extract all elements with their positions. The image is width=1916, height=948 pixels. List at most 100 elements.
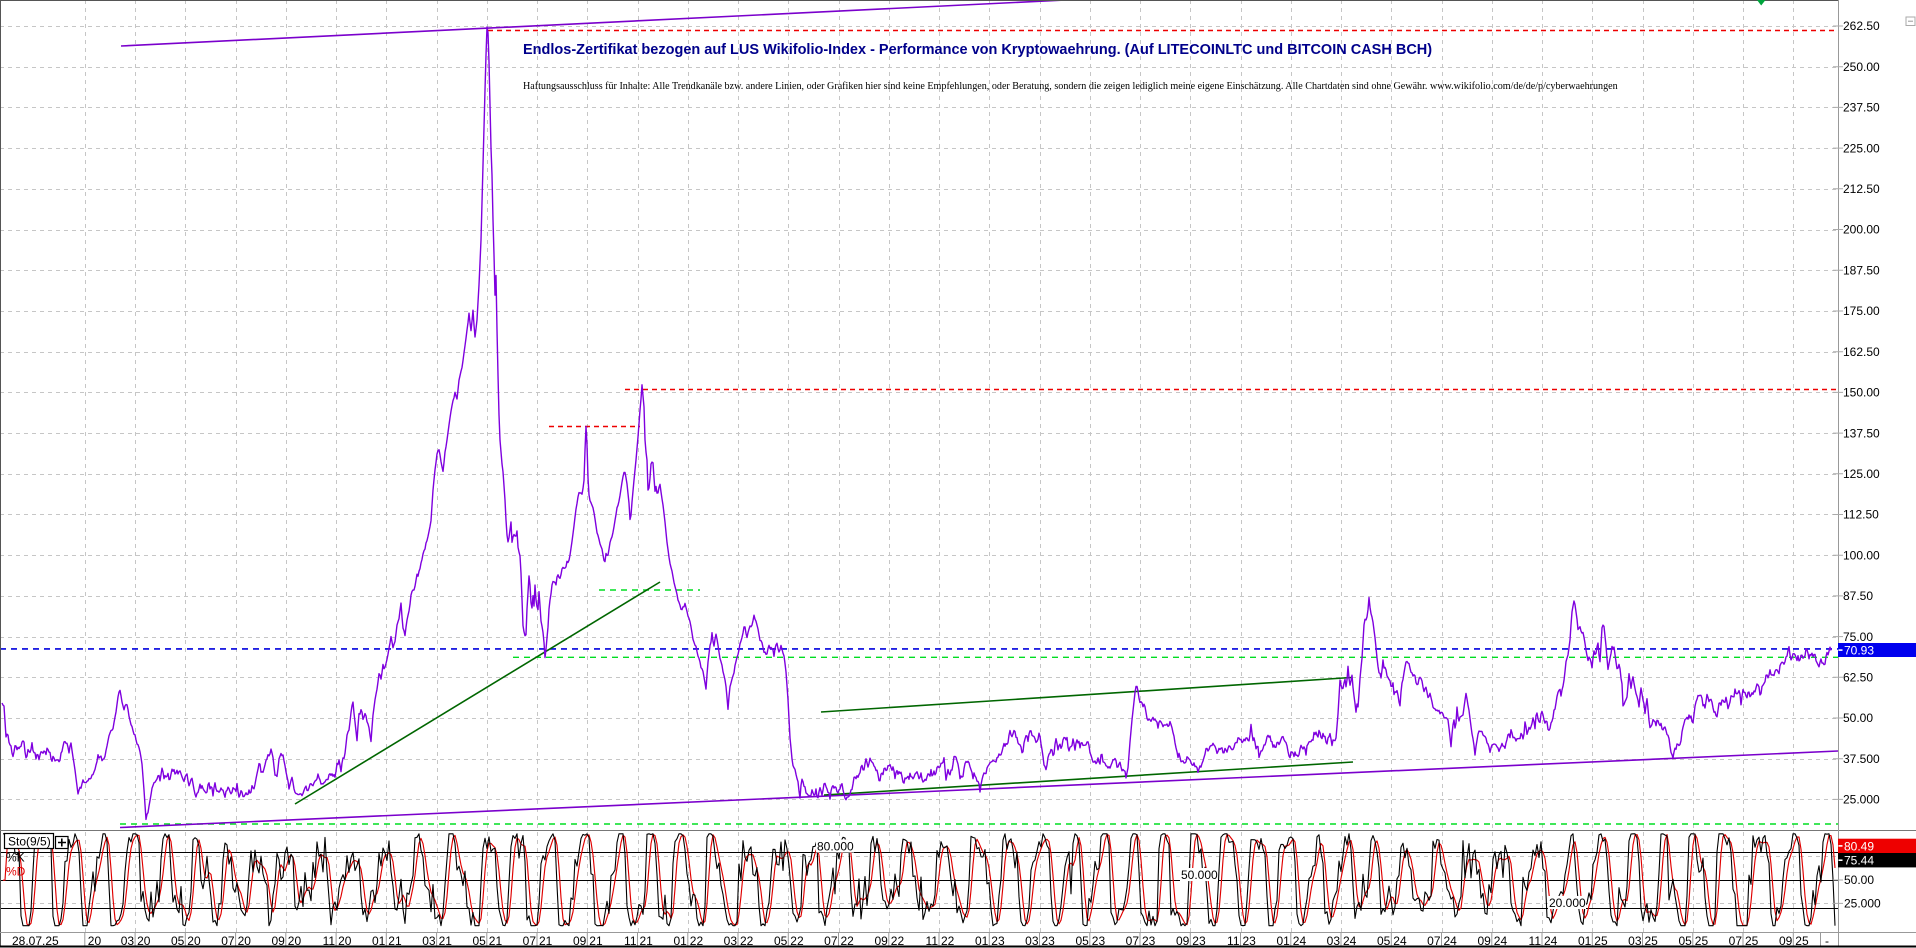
svg-text:25: 25 xyxy=(1795,934,1809,948)
svg-text:21: 21 xyxy=(388,934,402,948)
svg-text:03: 03 xyxy=(1025,934,1039,948)
svg-text:162.50: 162.50 xyxy=(1843,345,1880,359)
svg-text:03: 03 xyxy=(422,934,436,948)
svg-text:05: 05 xyxy=(171,934,185,948)
svg-text:24: 24 xyxy=(1444,934,1458,948)
svg-text:24: 24 xyxy=(1544,934,1558,948)
svg-text:24: 24 xyxy=(1494,934,1508,948)
svg-text:125.00: 125.00 xyxy=(1843,467,1880,481)
svg-text:23: 23 xyxy=(1243,934,1257,948)
svg-text:70.93: 70.93 xyxy=(1844,643,1874,657)
svg-text:20: 20 xyxy=(88,934,102,948)
svg-text:25.000: 25.000 xyxy=(1843,793,1880,807)
svg-text:20: 20 xyxy=(288,934,302,948)
svg-text:09: 09 xyxy=(874,934,888,948)
svg-text:28.07.25: 28.07.25 xyxy=(12,934,59,948)
svg-text:20.000: 20.000 xyxy=(1549,896,1586,910)
svg-text:20: 20 xyxy=(238,934,252,948)
svg-text:23: 23 xyxy=(1042,934,1056,948)
svg-text:100.00: 100.00 xyxy=(1843,548,1880,562)
svg-text:237.50: 237.50 xyxy=(1843,101,1880,115)
svg-text:80.49: 80.49 xyxy=(1844,839,1874,853)
svg-text:22: 22 xyxy=(790,934,804,948)
svg-text:22: 22 xyxy=(941,934,955,948)
svg-text:Haftungsausschluss für Inhalte: Haftungsausschluss für Inhalte: Alle Tre… xyxy=(523,81,1618,92)
svg-text:23: 23 xyxy=(991,934,1005,948)
svg-text:07: 07 xyxy=(1427,934,1441,948)
svg-text:21: 21 xyxy=(640,934,654,948)
svg-text:62.50: 62.50 xyxy=(1843,671,1873,685)
svg-text:11: 11 xyxy=(1529,934,1542,948)
svg-text:21: 21 xyxy=(489,934,503,948)
svg-text:01: 01 xyxy=(1276,934,1290,948)
svg-text:01: 01 xyxy=(1578,934,1592,948)
svg-text:21: 21 xyxy=(539,934,553,948)
svg-text:%K: %K xyxy=(6,851,25,865)
svg-text:112.50: 112.50 xyxy=(1843,508,1879,522)
svg-text:24: 24 xyxy=(1343,934,1357,948)
svg-text:150.00: 150.00 xyxy=(1843,386,1880,400)
svg-text:07: 07 xyxy=(1729,934,1743,948)
svg-text:212.50: 212.50 xyxy=(1843,182,1880,196)
svg-text:23: 23 xyxy=(1192,934,1206,948)
svg-text:262.50: 262.50 xyxy=(1843,19,1880,33)
svg-text:75.44: 75.44 xyxy=(1844,854,1874,868)
svg-text:11: 11 xyxy=(624,934,637,948)
svg-text:01: 01 xyxy=(673,934,687,948)
svg-text:50.00: 50.00 xyxy=(1844,873,1874,887)
svg-text:-: - xyxy=(1825,934,1829,948)
svg-text:80.000: 80.000 xyxy=(817,840,854,854)
svg-text:250.00: 250.00 xyxy=(1843,60,1880,74)
svg-text:Sto(9/5): Sto(9/5) xyxy=(8,835,51,849)
svg-text:%D: %D xyxy=(6,865,26,879)
svg-text:225.00: 225.00 xyxy=(1843,141,1880,155)
svg-text:50.000: 50.000 xyxy=(1181,868,1218,882)
svg-text:22: 22 xyxy=(841,934,855,948)
svg-text:175.00: 175.00 xyxy=(1843,304,1880,318)
svg-text:01: 01 xyxy=(975,934,989,948)
svg-text:75.00: 75.00 xyxy=(1843,630,1873,644)
svg-text:07: 07 xyxy=(1126,934,1140,948)
svg-text:07: 07 xyxy=(824,934,838,948)
svg-text:25: 25 xyxy=(1645,934,1659,948)
svg-text:200.00: 200.00 xyxy=(1843,223,1880,237)
svg-text:11: 11 xyxy=(926,934,939,948)
svg-text:20: 20 xyxy=(187,934,201,948)
svg-text:01: 01 xyxy=(372,934,386,948)
svg-text:187.50: 187.50 xyxy=(1843,263,1880,277)
svg-text:20: 20 xyxy=(137,934,151,948)
svg-text:25: 25 xyxy=(1695,934,1709,948)
svg-text:09: 09 xyxy=(271,934,285,948)
svg-text:23: 23 xyxy=(1092,934,1106,948)
svg-text:25: 25 xyxy=(1745,934,1759,948)
svg-text:03: 03 xyxy=(1628,934,1642,948)
svg-text:07: 07 xyxy=(523,934,537,948)
svg-text:23: 23 xyxy=(1142,934,1156,948)
svg-text:03: 03 xyxy=(1327,934,1341,948)
svg-text:24: 24 xyxy=(1293,934,1307,948)
svg-text:09: 09 xyxy=(1779,934,1793,948)
svg-text:20: 20 xyxy=(338,934,352,948)
svg-text:21: 21 xyxy=(589,934,603,948)
svg-text:03: 03 xyxy=(121,934,135,948)
svg-text:50.00: 50.00 xyxy=(1843,711,1873,725)
svg-text:09: 09 xyxy=(1176,934,1190,948)
svg-text:Endlos-Zertifikat bezogen auf: Endlos-Zertifikat bezogen auf LUS Wikifo… xyxy=(523,42,1432,58)
svg-text:05: 05 xyxy=(1075,934,1089,948)
svg-text:25.000: 25.000 xyxy=(1844,897,1881,911)
svg-text:137.50: 137.50 xyxy=(1843,426,1880,440)
svg-text:05: 05 xyxy=(1377,934,1391,948)
svg-text:09: 09 xyxy=(1477,934,1491,948)
svg-text:11: 11 xyxy=(323,934,336,948)
svg-text:22: 22 xyxy=(891,934,905,948)
svg-text:05: 05 xyxy=(774,934,788,948)
svg-text:25: 25 xyxy=(1594,934,1608,948)
svg-text:07: 07 xyxy=(221,934,235,948)
svg-text:05: 05 xyxy=(472,934,486,948)
svg-text:24: 24 xyxy=(1393,934,1407,948)
svg-text:09: 09 xyxy=(573,934,587,948)
svg-text:21: 21 xyxy=(439,934,453,948)
svg-text:22: 22 xyxy=(690,934,704,948)
svg-text:11: 11 xyxy=(1227,934,1240,948)
svg-text:05: 05 xyxy=(1678,934,1692,948)
